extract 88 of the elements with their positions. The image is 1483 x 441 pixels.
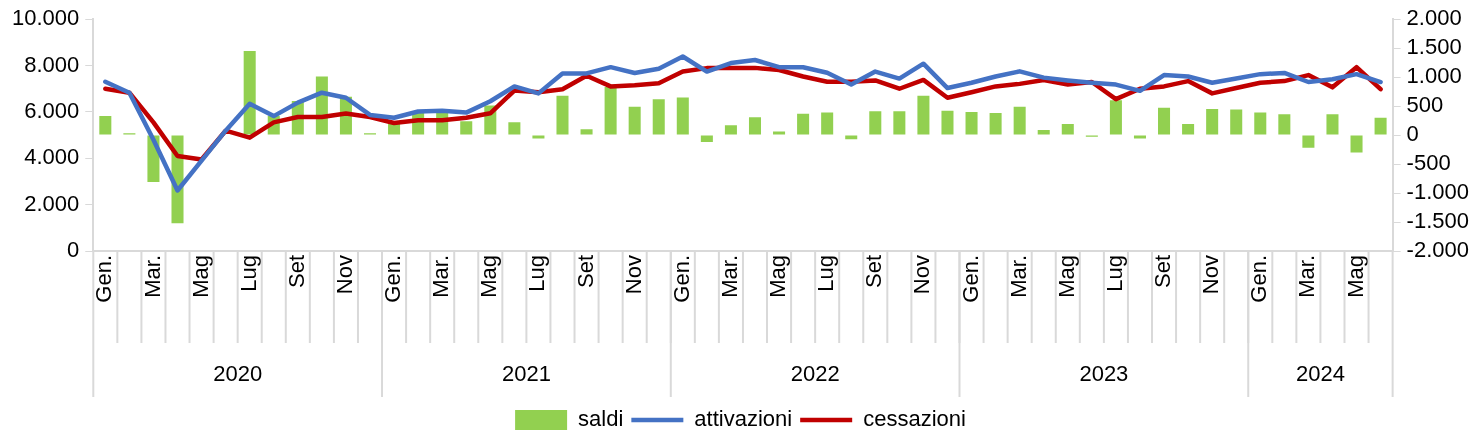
x-tick-label: Mar.	[428, 255, 454, 298]
y2-tick-label: 500	[1406, 92, 1444, 118]
bar	[989, 113, 1002, 135]
x-tick-label: Mar.	[1294, 255, 1320, 298]
x-tick-label: Gen.	[91, 255, 117, 303]
bar	[1278, 114, 1291, 135]
bar	[580, 129, 593, 135]
bar	[893, 111, 906, 135]
y-tick-label: 2.000	[24, 190, 80, 216]
x-tick-label: Mag	[1342, 255, 1368, 298]
bar	[1206, 109, 1219, 135]
bar	[1182, 124, 1195, 135]
bar	[821, 112, 834, 135]
x-tick-label: Gen.	[957, 255, 983, 303]
bar	[1326, 114, 1339, 135]
text: 2024	[1295, 361, 1345, 387]
x-tick-label: Mag	[187, 255, 213, 298]
y-tick-label: 0	[67, 237, 80, 263]
bar	[917, 95, 930, 135]
bar	[508, 122, 521, 135]
bar	[460, 121, 473, 135]
y2-tick-label: 1.000	[1406, 63, 1462, 89]
x-tick-label: Gen.	[668, 255, 694, 303]
legend-label: cessazioni	[863, 406, 966, 432]
bar	[243, 51, 256, 135]
y-tick-label: 6.000	[24, 97, 80, 123]
x-tick-label: Set	[283, 255, 309, 289]
y2-tick-label: -500	[1406, 150, 1451, 176]
bar	[941, 110, 954, 135]
bar	[1302, 135, 1315, 148]
bar	[1133, 135, 1146, 139]
y2-tick-label: -2.000	[1406, 237, 1470, 263]
bar	[628, 106, 641, 135]
bar	[604, 87, 617, 135]
x-tick-label: Gen.	[1246, 255, 1272, 303]
x-tick-label: Nov	[620, 255, 646, 295]
bar	[556, 95, 569, 135]
bar	[700, 135, 713, 143]
bar	[797, 113, 810, 135]
bar	[869, 111, 882, 135]
x-tick-label: Nov	[332, 255, 357, 295]
bar	[1109, 100, 1122, 135]
x-tick-label: Mag	[1053, 255, 1079, 298]
x-tick-label: Nov	[1198, 255, 1224, 295]
x-tick-label: Lug	[524, 255, 550, 292]
x-tick-label: Mag	[765, 255, 791, 298]
x-tick-label: Gen.	[380, 255, 406, 303]
bar	[748, 117, 761, 135]
x-tick-label: Nov	[909, 255, 935, 295]
y2-tick-label: -1.500	[1406, 208, 1470, 234]
y2-tick-label: -1.000	[1406, 179, 1470, 205]
text: 2022	[790, 361, 840, 387]
y-tick-label: 10.000	[11, 5, 80, 31]
bar	[676, 97, 689, 135]
bar	[1374, 117, 1387, 135]
y2-tick-label: 0	[1406, 121, 1419, 147]
x-tick-label: Mag	[476, 255, 502, 298]
x-tick-label: Lug	[1101, 255, 1127, 292]
bar	[1254, 112, 1267, 135]
y2-tick-label: 2.000	[1406, 5, 1462, 31]
bar	[773, 131, 786, 135]
x-tick-label: Mar.	[139, 255, 165, 298]
bar	[532, 135, 545, 139]
y-tick-label: 8.000	[24, 51, 80, 77]
x-tick-label: Set	[861, 255, 887, 289]
bar	[724, 125, 737, 135]
y2-tick-label: 1.500	[1406, 34, 1462, 60]
x-tick-label: Lug	[235, 255, 261, 292]
bar	[1158, 107, 1171, 135]
bar	[965, 111, 978, 135]
legend-label: saldi	[578, 406, 624, 432]
text: 2020	[213, 361, 263, 387]
text: 2023	[1079, 361, 1129, 387]
bar	[1350, 135, 1363, 153]
bar	[1230, 109, 1243, 135]
bar	[99, 115, 112, 135]
x-tick-label: Set	[1150, 255, 1176, 289]
bar	[1013, 106, 1026, 135]
bar	[1061, 124, 1074, 135]
x-tick-label: Set	[572, 255, 598, 289]
x-tick-label: Lug	[813, 255, 839, 292]
bar	[652, 99, 665, 135]
text: 2021	[501, 361, 551, 387]
legend-label: attivazioni	[694, 406, 793, 432]
x-tick-label: Mar.	[716, 255, 742, 298]
bar	[1037, 129, 1050, 135]
y-tick-label: 4.000	[24, 144, 80, 170]
x-tick-label: Mar.	[1005, 255, 1031, 298]
